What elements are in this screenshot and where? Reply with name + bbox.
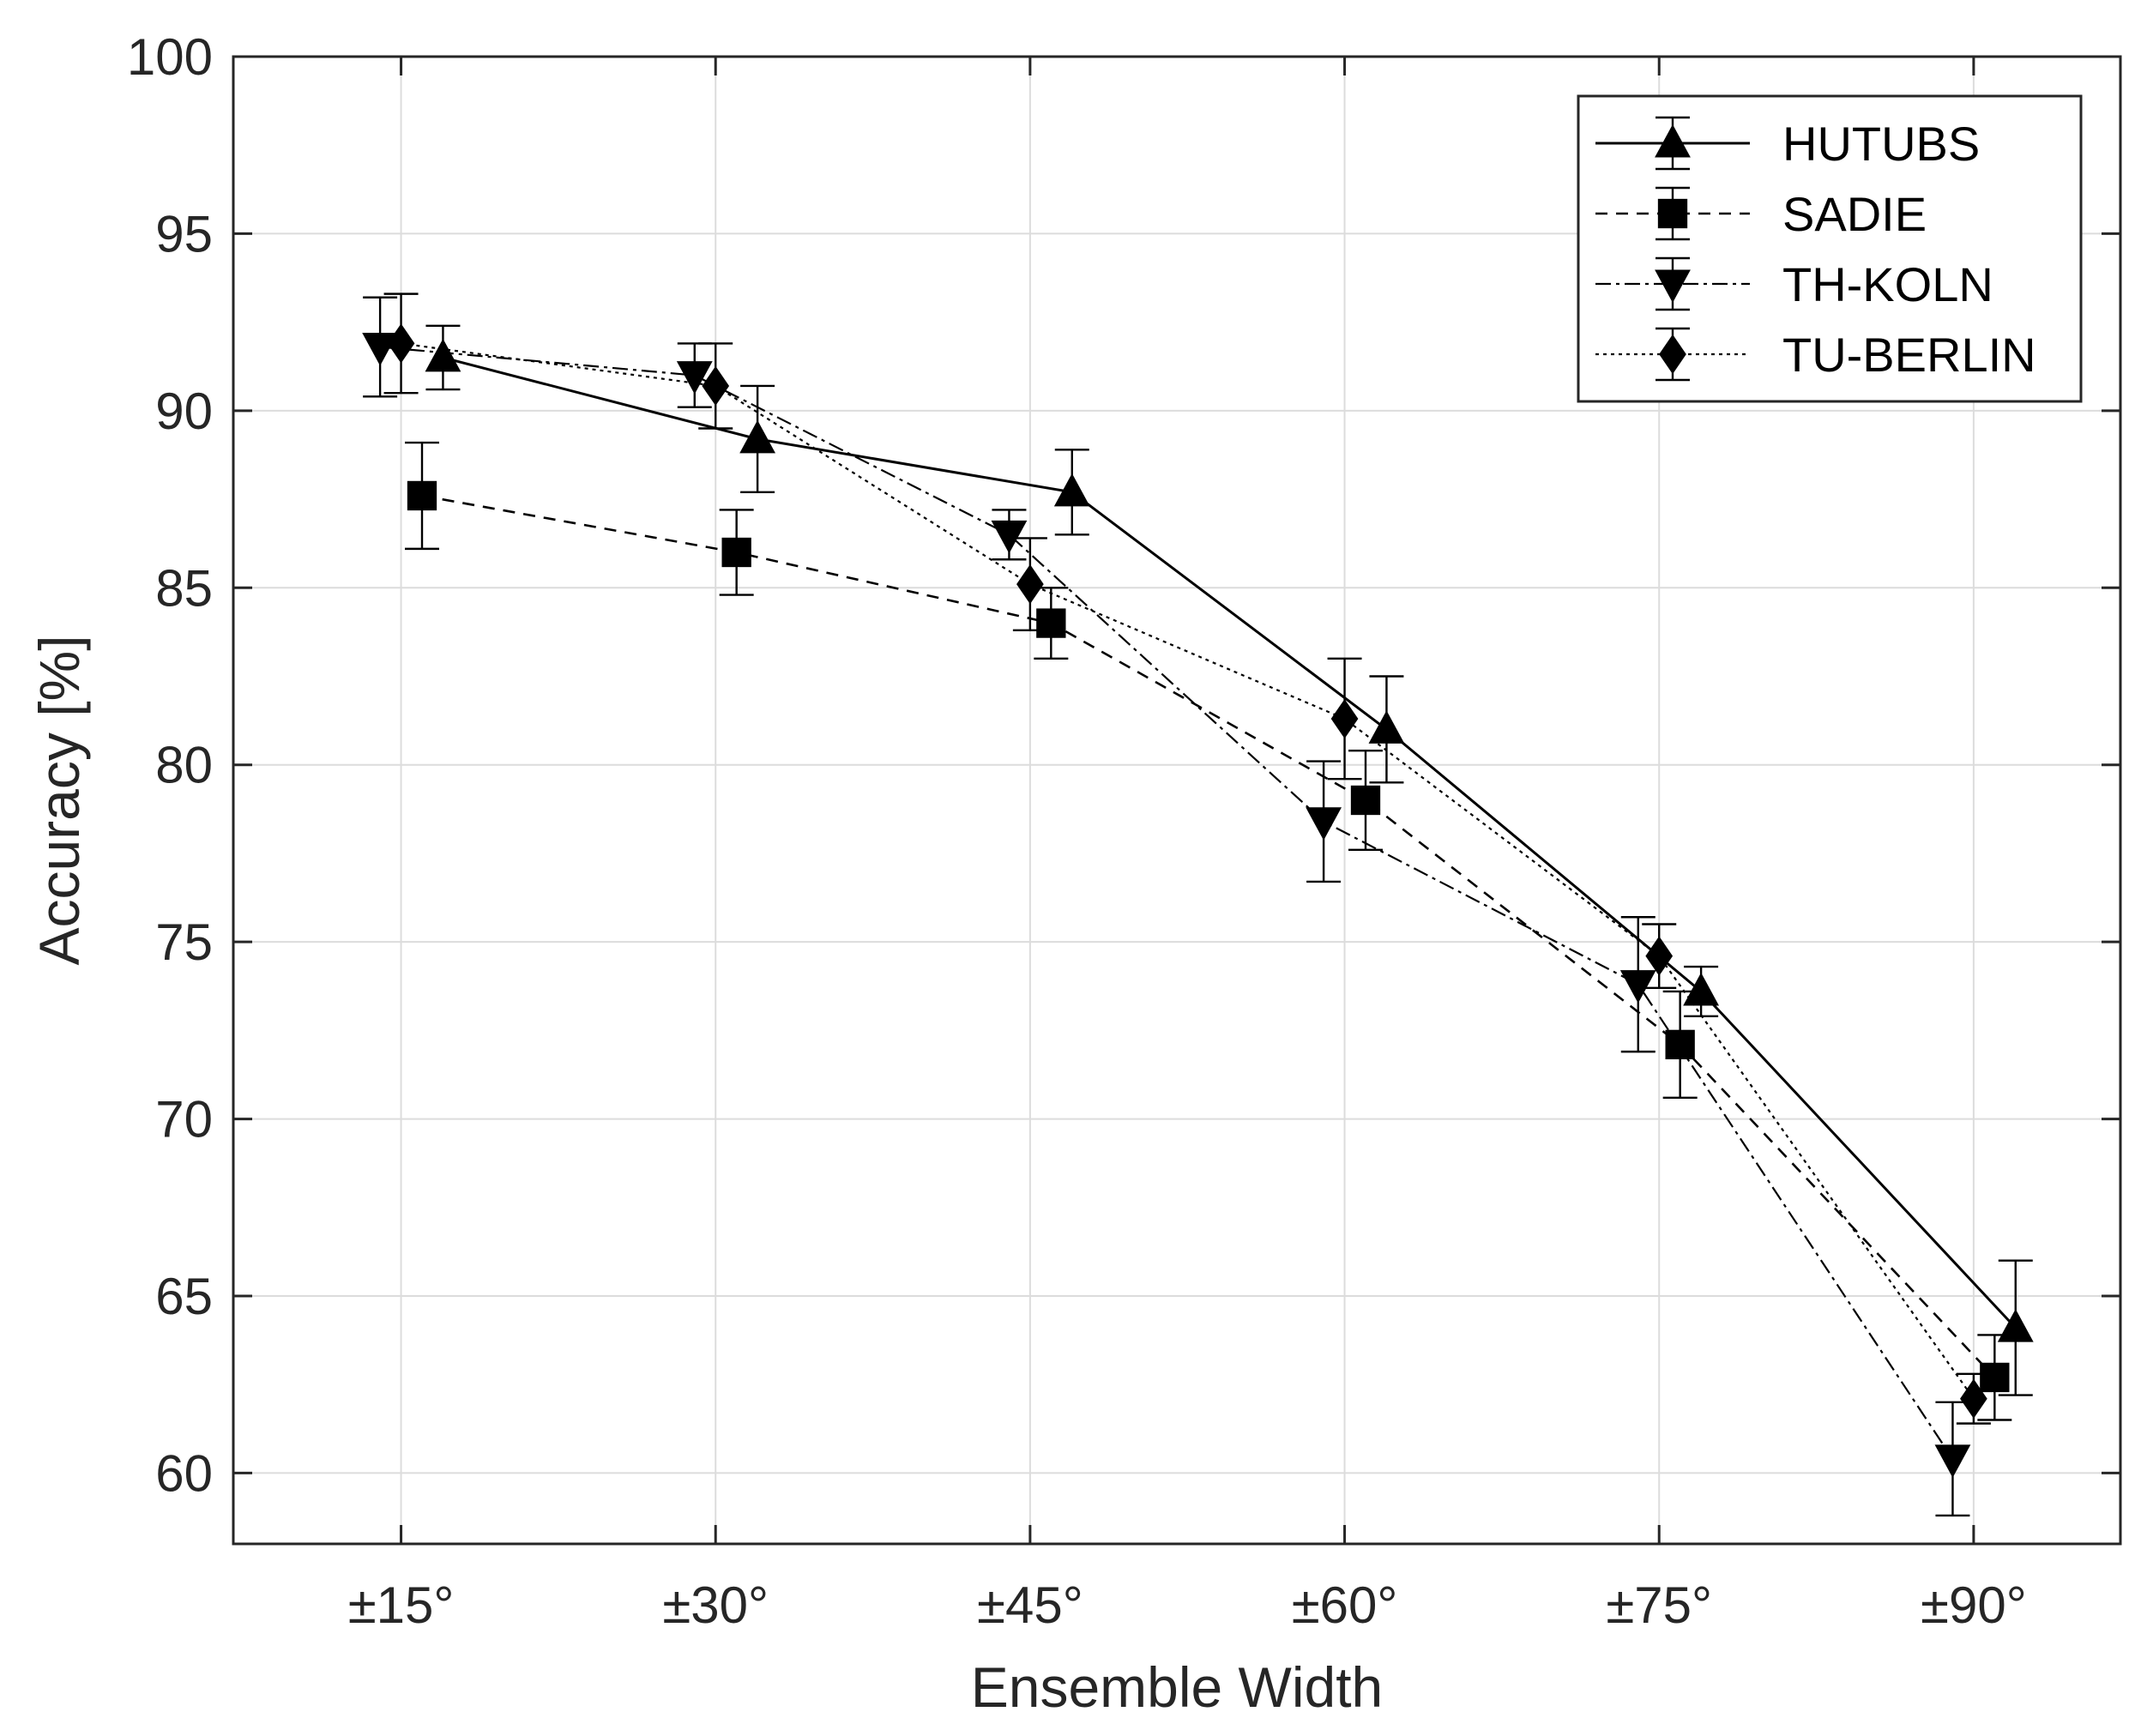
data-point: [407, 480, 437, 511]
legend-marker: [1657, 198, 1688, 229]
x-tick-label: ±60°: [1292, 1576, 1398, 1634]
data-point: [1368, 710, 1405, 744]
y-tick-label: 75: [155, 913, 213, 971]
data-point: [1997, 1309, 2034, 1342]
data-point: [1665, 1029, 1695, 1060]
data-point: [425, 338, 461, 372]
y-axis-label: Accuracy [%]: [27, 635, 91, 965]
legend-item-hutubs: HUTUBS: [1595, 116, 1980, 171]
legend-label: SADIE: [1782, 187, 1927, 241]
data-point: [676, 361, 713, 395]
y-tick-label: 95: [155, 205, 213, 262]
data-point: [1683, 972, 1720, 1006]
series-layer: [362, 292, 2034, 1517]
x-axis-label: Ensemble Width: [971, 1655, 1384, 1719]
data-point: [739, 419, 776, 454]
data-point: [1036, 608, 1066, 638]
y-tick-label: 90: [155, 383, 213, 440]
x-tick-label: ±75°: [1606, 1576, 1712, 1634]
series-tu-berlin: [383, 292, 1991, 1425]
legend-label: TH-KOLN: [1782, 257, 1993, 311]
y-tick-label: 65: [155, 1268, 213, 1325]
y-tick-label: 85: [155, 559, 213, 617]
data-point: [721, 537, 751, 568]
data-point: [702, 365, 730, 407]
series-th-koln: [362, 296, 1971, 1517]
data-point: [1934, 1444, 1971, 1478]
series-line: [380, 346, 1954, 1460]
y-tick-label: 80: [155, 737, 213, 794]
data-point: [1350, 785, 1381, 816]
data-point: [1016, 564, 1044, 605]
data-point: [1960, 1378, 1987, 1419]
legend-item-sadie: SADIE: [1595, 186, 1927, 241]
ticks: ±15° ±30° ±45° ±60° ±75° ±90° 60 65 70 75 80 85 90 95…: [127, 28, 2120, 1634]
data-point: [1053, 473, 1090, 507]
y-tick-label: 60: [155, 1444, 213, 1502]
series-line: [443, 356, 2017, 1329]
data-point: [387, 323, 415, 364]
legend-marker: [1655, 269, 1691, 303]
legend-marker: [1659, 334, 1686, 375]
x-tick-label: ±90°: [1921, 1576, 2027, 1634]
x-tick-label: ±45°: [977, 1576, 1083, 1634]
data-point: [1980, 1362, 2010, 1393]
legend: HUTUBS SADIE TH-KOLN TU-BERLIN: [1577, 94, 2083, 403]
legend-marker: [1655, 124, 1691, 158]
x-tick-label: ±15°: [348, 1576, 455, 1634]
series-line: [401, 342, 1975, 1400]
axes-box: [232, 55, 2122, 1546]
y-tick-label: 70: [155, 1091, 213, 1148]
legend-label: HUTUBS: [1782, 117, 1980, 171]
series-hutubs: [425, 324, 2034, 1396]
y-tick-label: 100: [127, 28, 213, 86]
series-sadie: [405, 441, 2012, 1421]
data-point: [362, 333, 399, 366]
data-point: [1306, 807, 1342, 841]
data-point: [1645, 936, 1674, 976]
x-tick-label: ±30°: [662, 1576, 769, 1634]
legend-item-th-koln: TH-KOLN: [1595, 256, 1993, 311]
data-point: [1330, 698, 1359, 739]
data-point: [991, 520, 1028, 554]
legend-item-tu-berlin: TU-BERLIN: [1595, 327, 2036, 382]
data-point: [1619, 970, 1656, 1004]
legend-label: TU-BERLIN: [1782, 328, 2036, 382]
series-line: [421, 494, 1996, 1378]
